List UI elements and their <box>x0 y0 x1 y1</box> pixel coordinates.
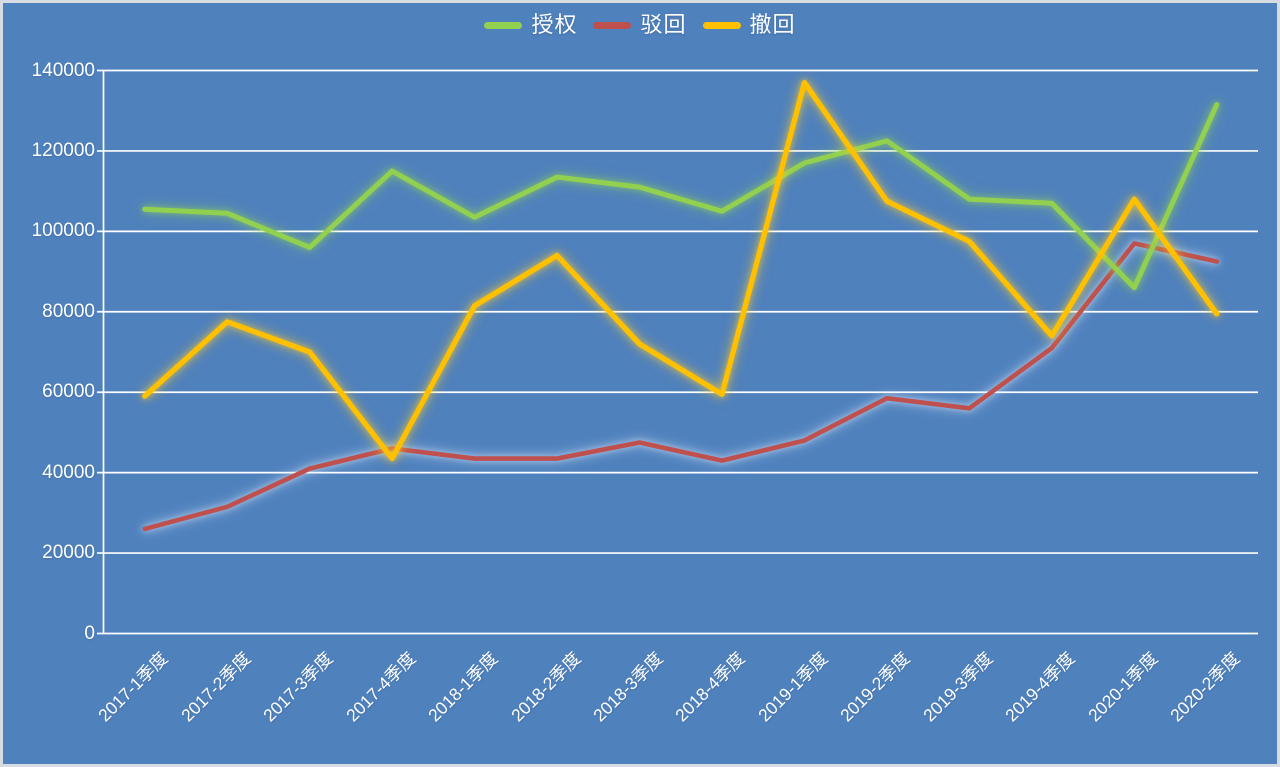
legend-swatch-authorized-icon <box>484 21 523 29</box>
chart-legend: 授权 驳回 撤回 <box>0 14 1280 36</box>
legend-label-withdrawn: 撤回 <box>749 12 796 37</box>
series-line-withdrawn[interactable] <box>142 79 1220 462</box>
legend-swatch-rejected-icon <box>593 21 632 29</box>
y-tick-label: 0 <box>84 622 95 644</box>
series-line-authorized[interactable] <box>142 102 1220 291</box>
series-line-rejected[interactable] <box>142 241 1220 532</box>
legend-label-authorized: 授权 <box>531 12 578 37</box>
legend-item-authorized[interactable]: 授权 <box>484 14 577 36</box>
y-tick-label: 80000 <box>42 300 95 322</box>
y-tick-label: 60000 <box>42 381 95 403</box>
y-tick-label: 100000 <box>31 220 95 242</box>
legend-item-rejected[interactable]: 驳回 <box>593 14 686 36</box>
legend-swatch-withdrawn-icon <box>702 21 741 29</box>
legend-item-withdrawn[interactable]: 撤回 <box>702 12 796 37</box>
y-tick-label: 40000 <box>42 461 95 483</box>
y-tick-label: 120000 <box>31 139 95 161</box>
y-tick-label: 20000 <box>42 542 95 564</box>
legend-label-rejected: 驳回 <box>640 12 687 37</box>
y-tick-label: 140000 <box>31 59 95 81</box>
